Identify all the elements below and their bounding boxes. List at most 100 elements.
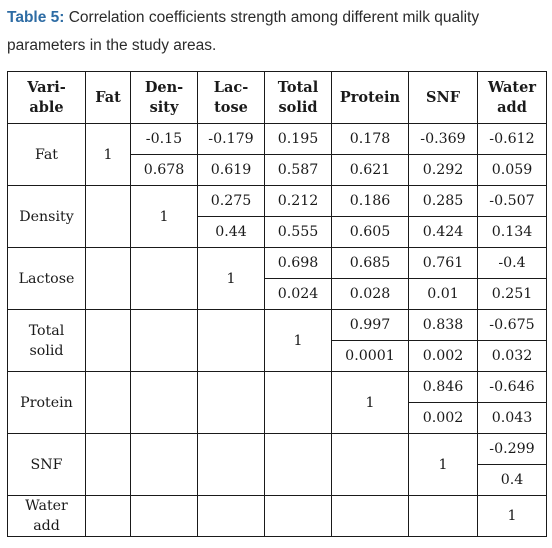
empty-cell <box>264 495 332 537</box>
caption-label: Table 5: <box>7 9 65 26</box>
table-caption: Table 5: Correlation coefficients streng… <box>7 4 547 60</box>
p-value-cell: 0.587 <box>264 154 332 186</box>
header-row: Vari-able Fat Den-sity Lac-tose Total solid Pr… <box>7 71 547 124</box>
correlation-coefficient-cell: -0.299 <box>477 433 547 465</box>
empty-cell <box>197 495 265 537</box>
correlation-coefficient-cell: 0.761 <box>408 247 478 279</box>
empty-cell <box>130 371 198 434</box>
column-header: Water add <box>477 71 547 124</box>
cell-text: sity <box>149 98 179 116</box>
table-row: 0.002 0.043 <box>8 402 547 434</box>
correlation-coefficient-cell: -0.646 <box>477 371 547 403</box>
table-row: 0.678 0.619 0.587 0.621 0.292 0.059 <box>8 154 547 186</box>
p-value-cell: 0.01 <box>408 278 478 310</box>
correlation-coefficient-cell: -0.179 <box>197 123 265 155</box>
column-header: Protein <box>331 71 409 124</box>
correlation-coefficient-cell: -0.4 <box>477 247 547 279</box>
table-row: SNF 1 -0.299 <box>7 433 547 496</box>
correlation-coefficient-cell: -0.15 <box>130 123 198 155</box>
p-value-cell: 0.024 <box>264 278 332 310</box>
p-value-cell: 0.292 <box>408 154 478 186</box>
empty-cell <box>264 433 332 496</box>
empty-cell <box>197 309 265 372</box>
p-value-cell: 0.424 <box>408 216 478 248</box>
correlation-coefficient-cell: 0.285 <box>408 185 478 217</box>
p-value-cell: 0.4 <box>477 464 547 496</box>
table-body: Fat 1 -0.15 -0.179 0.195 0.178 -0.369 -0.612 0.6… <box>7 123 547 537</box>
diagonal-cell: 1 <box>85 123 131 186</box>
empty-cell <box>130 309 198 372</box>
cell-text: Fat <box>95 88 121 106</box>
p-value-cell: 0.621 <box>331 154 409 186</box>
table-row: 0.4 <box>8 464 547 496</box>
p-value-cell: 0.043 <box>477 402 547 434</box>
p-value-cell: 0.619 <box>197 154 265 186</box>
correlation-coefficient-cell: 0.838 <box>408 309 478 341</box>
cell-text: Water <box>25 498 68 514</box>
empty-cell <box>130 495 198 537</box>
correlation-coefficient-cell: 0.186 <box>331 185 409 217</box>
cell-text: solid <box>278 98 318 116</box>
row-variable-label: Water add <box>7 495 86 537</box>
empty-cell <box>408 495 478 537</box>
empty-cell <box>85 309 131 372</box>
empty-cell <box>85 185 131 248</box>
correlation-coefficient-cell: 0.685 <box>331 247 409 279</box>
empty-cell <box>85 495 131 537</box>
cell-text: solid <box>29 342 64 359</box>
row-variable-label: Fat <box>7 123 86 186</box>
cell-text: Protein <box>20 394 73 411</box>
cell-text: SNF <box>30 456 63 473</box>
column-header: Total solid <box>264 71 332 124</box>
cell-text: Total <box>277 78 319 96</box>
diagonal-cell: 1 <box>130 185 198 248</box>
correlation-coefficient-cell: -0.612 <box>477 123 547 155</box>
caption-text-line2: parameters in the study areas. <box>7 37 217 54</box>
caption-text-line1: Correlation coefficients strength among … <box>64 9 480 26</box>
cell-text: tose <box>214 98 248 116</box>
table-row: 0.44 0.555 0.605 0.424 0.134 <box>8 216 547 248</box>
empty-cell <box>264 371 332 434</box>
empty-cell <box>197 371 265 434</box>
correlation-coefficient-cell: 0.212 <box>264 185 332 217</box>
correlation-coefficient-cell: -0.675 <box>477 309 547 341</box>
cell-text: Protein <box>339 88 401 106</box>
empty-cell <box>85 247 131 310</box>
p-value-cell: 0.028 <box>331 278 409 310</box>
cell-text: SNF <box>425 88 461 106</box>
cell-text: Lac- <box>213 78 249 96</box>
table-row: 0.0001 0.002 0.032 <box>8 340 547 372</box>
p-value-cell: 0.44 <box>197 216 265 248</box>
p-value-cell: 0.0001 <box>331 340 409 372</box>
empty-cell <box>331 495 409 537</box>
diagonal-cell: 1 <box>408 433 478 496</box>
correlation-coefficient-cell: 0.698 <box>264 247 332 279</box>
p-value-cell: 0.605 <box>331 216 409 248</box>
table-row: Protein 1 0.846 -0.646 <box>7 371 547 434</box>
row-variable-label: Lactose <box>7 247 86 310</box>
diagonal-cell: 1 <box>264 309 332 372</box>
correlation-coefficient-cell: 0.846 <box>408 371 478 403</box>
column-header: Fat <box>85 71 131 124</box>
column-header: Lac-tose <box>197 71 265 124</box>
p-value-cell: 0.251 <box>477 278 547 310</box>
correlation-coefficient-cell: 0.195 <box>264 123 332 155</box>
cell-text: Lactose <box>18 270 75 287</box>
correlation-table: Vari-able Fat Den-sity Lac-tose Total solid Pr… <box>7 71 547 537</box>
cell-text: Density <box>19 208 74 225</box>
table-row: Lactose 1 0.698 0.685 0.761 -0.4 <box>7 247 547 310</box>
p-value-cell: 0.134 <box>477 216 547 248</box>
cell-text: Fat <box>34 146 59 163</box>
p-value-cell: 0.002 <box>408 402 478 434</box>
empty-cell <box>85 433 131 496</box>
cell-text: Water <box>488 78 536 96</box>
cell-text: add <box>33 518 60 534</box>
p-value-cell: 0.678 <box>130 154 198 186</box>
empty-cell <box>331 433 409 496</box>
correlation-coefficient-cell: -0.507 <box>477 185 547 217</box>
table-row: 0.024 0.028 0.01 0.251 <box>8 278 547 310</box>
cell-text: able <box>29 98 64 116</box>
diagonal-cell: 1 <box>197 247 265 310</box>
row-variable-label: SNF <box>7 433 86 496</box>
empty-cell <box>197 433 265 496</box>
